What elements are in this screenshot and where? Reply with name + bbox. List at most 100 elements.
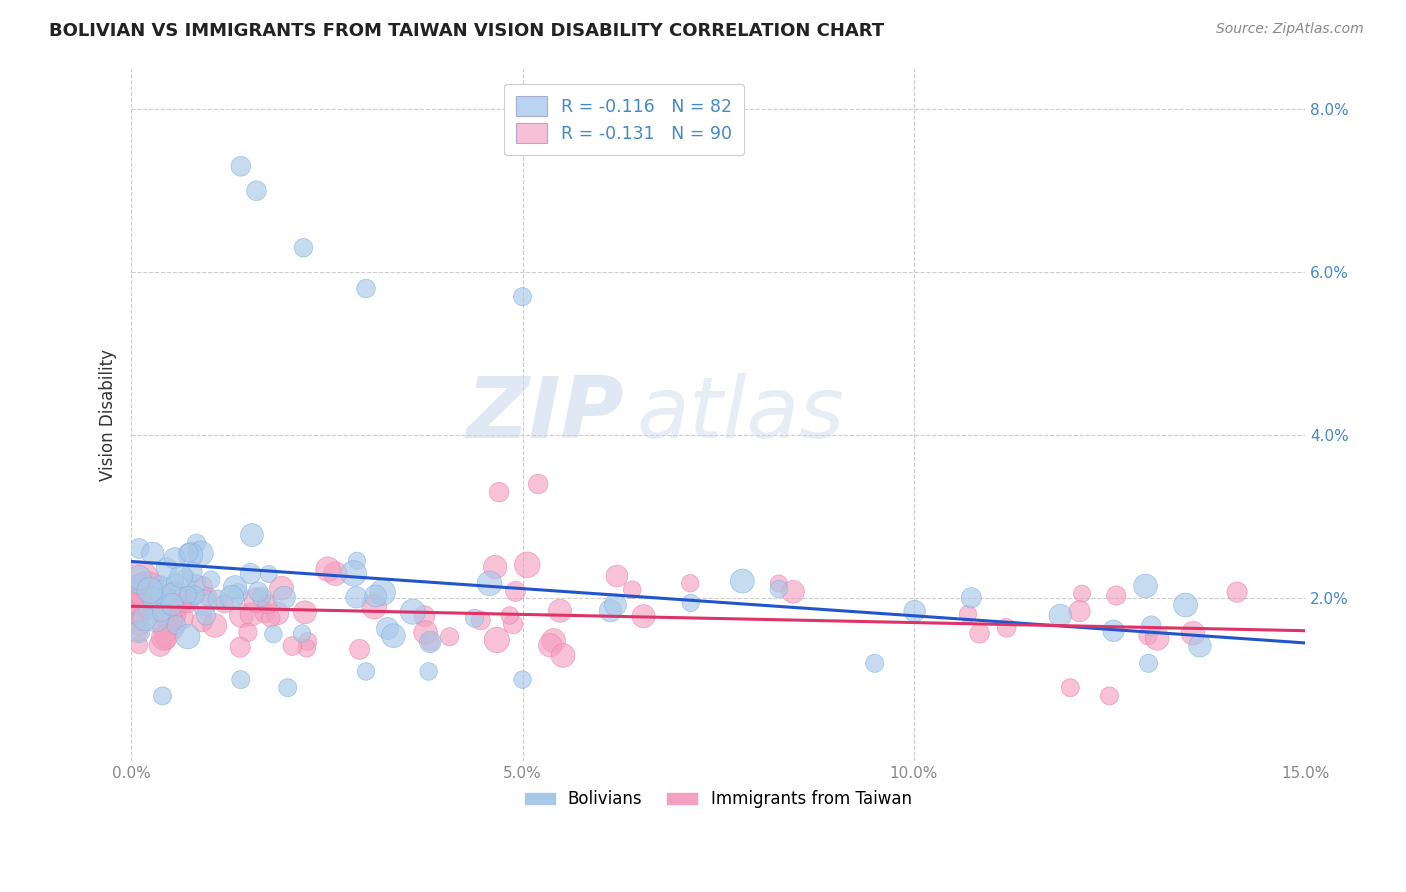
Point [439, 630, 461, 644]
Point [142, 546, 165, 560]
Point [270, 581, 292, 595]
Point [172, 591, 194, 606]
Point [128, 624, 150, 639]
Point [135, 582, 157, 597]
Point [956, 607, 979, 621]
Point [606, 569, 628, 583]
Point [297, 634, 319, 648]
Point [155, 633, 177, 648]
Point [156, 561, 179, 575]
Point [363, 599, 385, 614]
Point [224, 580, 246, 594]
Point [229, 673, 252, 687]
Point [197, 590, 219, 604]
Point [128, 541, 150, 556]
Point [160, 598, 183, 612]
Point [1135, 579, 1157, 593]
Point [262, 627, 284, 641]
Point [170, 569, 193, 583]
Point [183, 588, 205, 602]
Point [191, 579, 214, 593]
Text: ZIP: ZIP [467, 373, 624, 457]
Y-axis label: Vision Disability: Vision Disability [100, 349, 117, 481]
Point [1059, 681, 1081, 695]
Point [1098, 689, 1121, 703]
Point [548, 604, 571, 618]
Point [415, 625, 437, 640]
Point [128, 638, 150, 652]
Point [512, 290, 534, 304]
Point [419, 635, 441, 649]
Point [162, 623, 184, 637]
Point [231, 608, 253, 623]
Point [960, 591, 983, 605]
Point [418, 665, 440, 679]
Point [132, 578, 155, 592]
Point [177, 545, 200, 559]
Point [484, 560, 506, 574]
Point [1049, 608, 1071, 623]
Point [995, 621, 1018, 635]
Point [1140, 618, 1163, 632]
Point [239, 566, 262, 581]
Point [731, 574, 754, 588]
Point [170, 611, 193, 625]
Point [153, 631, 176, 645]
Point [273, 591, 295, 605]
Point [346, 554, 368, 568]
Point [139, 583, 162, 598]
Point [413, 609, 436, 624]
Point [1102, 624, 1125, 638]
Point [128, 604, 150, 618]
Point [402, 605, 425, 619]
Point [200, 573, 222, 587]
Point [157, 612, 180, 626]
Point [294, 605, 316, 619]
Point [782, 584, 804, 599]
Point [229, 640, 252, 655]
Point [1071, 587, 1094, 601]
Point [250, 590, 273, 604]
Point [153, 630, 176, 644]
Point [179, 548, 201, 562]
Point [256, 597, 278, 611]
Point [246, 593, 269, 607]
Point [181, 565, 204, 579]
Point [863, 657, 886, 671]
Point [186, 536, 208, 550]
Point [346, 591, 368, 605]
Point [512, 673, 534, 687]
Point [240, 528, 263, 542]
Text: Source: ZipAtlas.com: Source: ZipAtlas.com [1216, 22, 1364, 37]
Point [281, 639, 304, 653]
Point [377, 622, 399, 636]
Point [1069, 604, 1091, 618]
Point [1146, 632, 1168, 646]
Point [207, 592, 229, 607]
Point [191, 615, 214, 629]
Point [551, 648, 574, 663]
Point [277, 681, 299, 695]
Point [768, 582, 790, 596]
Point [527, 477, 550, 491]
Point [145, 612, 167, 626]
Point [605, 598, 627, 612]
Point [128, 610, 150, 624]
Point [155, 589, 177, 603]
Point [470, 614, 492, 628]
Point [538, 638, 561, 652]
Point [343, 566, 366, 581]
Point [969, 626, 991, 640]
Point [382, 629, 405, 643]
Point [679, 596, 702, 610]
Point [1226, 585, 1249, 599]
Point [229, 159, 252, 173]
Point [177, 630, 200, 644]
Point [165, 602, 187, 616]
Point [316, 562, 339, 576]
Point [128, 587, 150, 601]
Point [194, 608, 217, 623]
Point [152, 689, 174, 703]
Point [488, 485, 510, 500]
Point [177, 588, 200, 602]
